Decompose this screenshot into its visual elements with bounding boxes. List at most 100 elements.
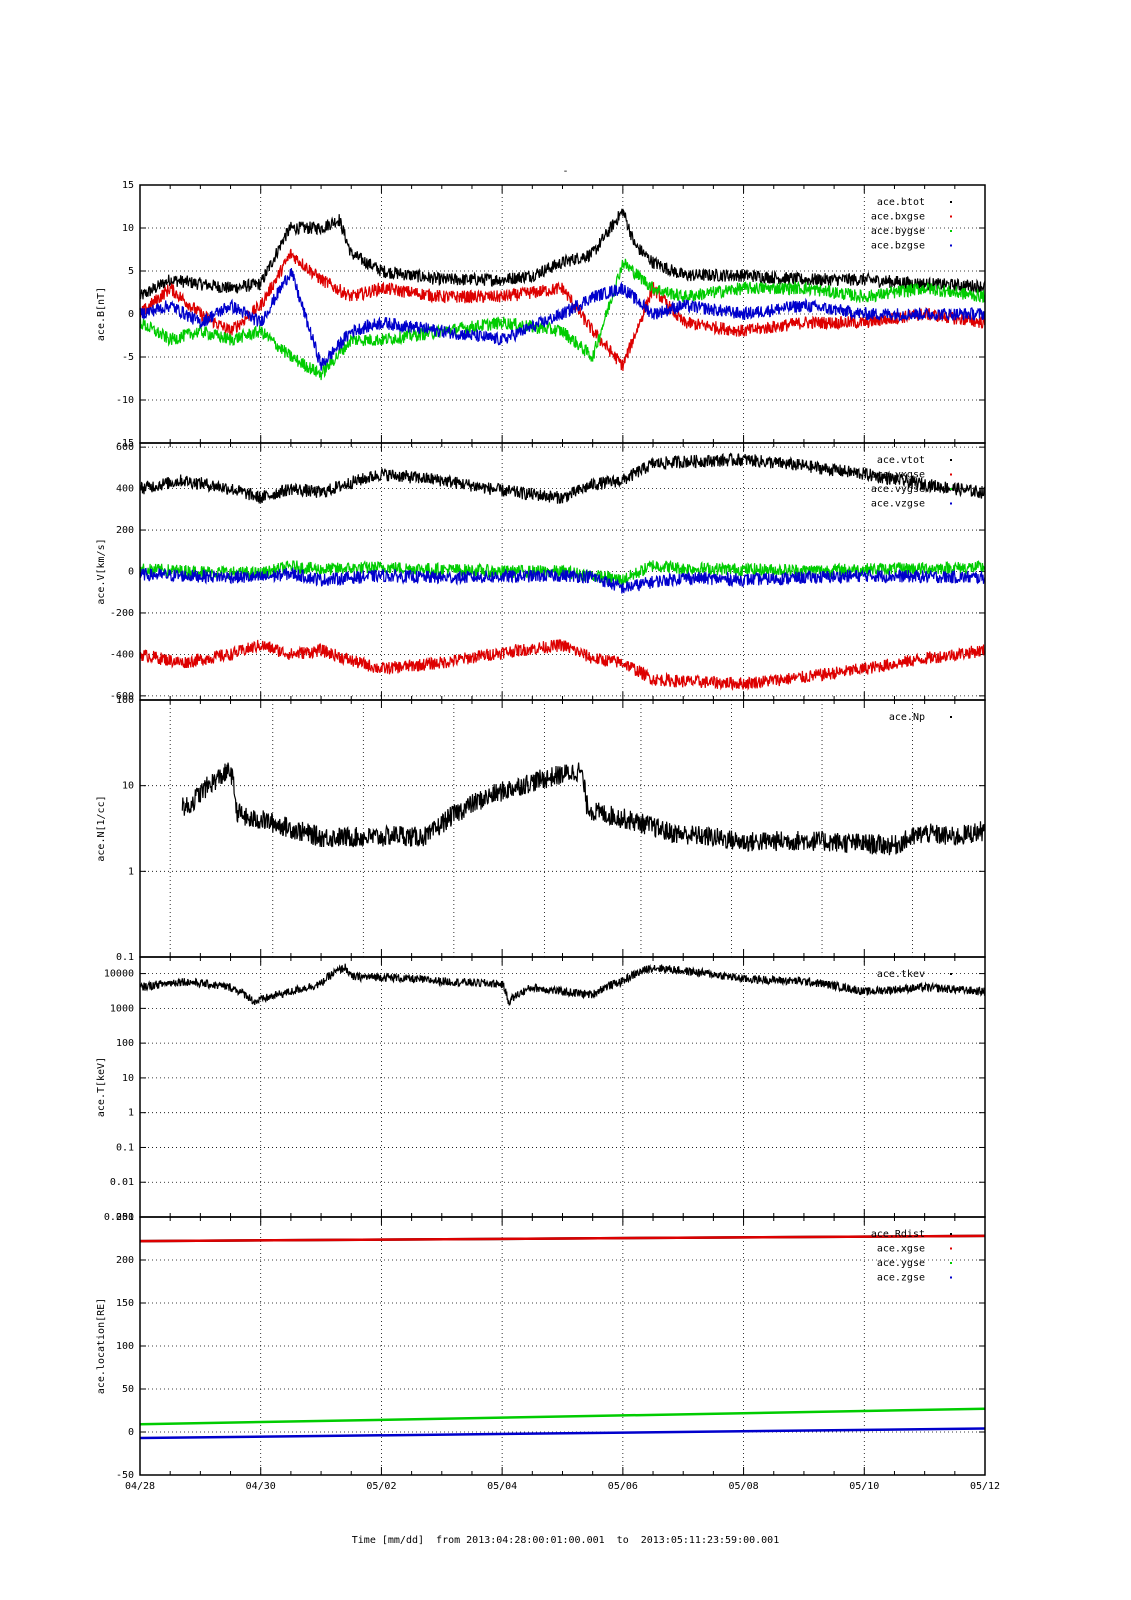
series-ace-btot [139,208,986,300]
legend-label: ace.ygse [877,1258,925,1269]
legend-label: ace.bygse [871,226,925,237]
y-tick-label: -600 [110,691,134,702]
panel-2: 600 400 200 0 -200 -400 -600 ace.V[km/s] ace.vto… [96,442,986,702]
legend-marker [950,1276,952,1279]
legend-marker [950,1262,952,1264]
x-tick-label: 04/28 [125,1481,155,1492]
y-tick-label: -15 [116,438,134,449]
y-tick-label: 150 [116,1298,134,1309]
series-ace-bxgse [139,248,986,371]
y-tick-label: 0.1 [116,952,134,963]
panel-1: 15 10 5 0 -5 -10 -15 ace.B[nT] ace.btot ace.bxgse… [96,180,986,449]
y-tick-label: 10 [122,1073,134,1084]
legend-label: ace.vtot [877,455,925,466]
series-ace-ygse [139,1407,986,1426]
y-tick-label: 5 [128,266,134,277]
legend-marker [950,1247,952,1250]
legend-marker [950,201,952,203]
y-tick-label: -50 [116,1470,134,1481]
series-ace-bygse [139,258,986,381]
y-axis-label: ace.location[RE] [96,1298,107,1394]
chart-title: - [562,166,569,177]
x-tick-label: 05/08 [729,1481,759,1492]
legend-marker [950,473,952,476]
legend-label: ace.vzgse [871,499,925,510]
y-axis-label: ace.V[km/s] [96,538,107,604]
series-trace [139,248,986,371]
y-tick-label: -5 [122,352,134,363]
series-ace-bzgse [139,267,986,371]
x-tick-label: 05/04 [487,1481,517,1492]
legend-label: ace.xgse [877,1244,925,1255]
y-tick-label: 1 [128,1108,134,1119]
series-trace [139,452,986,504]
legend-marker [950,230,952,232]
legend-marker [950,244,952,247]
panel-4: 10000 1000 100 10 1 0.1 0.01 0.001 ace.T[keV] ace… [96,956,986,1223]
series-ace-xgse [139,1234,986,1243]
legend-marker [950,716,952,718]
series-ace-zgse [139,1427,986,1440]
x-tick-label: 05/12 [970,1481,1000,1492]
panel-3: 100 10 1 0.1 ace.N[1/cc] ace.Np [96,695,986,963]
x-tick-label: 05/02 [366,1481,396,1492]
series-line [139,1234,986,1243]
y-tick-label: 0.1 [116,1142,134,1153]
legend-marker [950,488,952,490]
y-tick-label: 100 [116,1341,134,1352]
series-ace-tkev [139,963,986,1006]
series-line [139,1427,986,1440]
legend-marker [950,973,952,975]
y-tick-label: 600 [116,442,134,453]
time-axis-caption: Time [mm/dd] from 2013:04:28:00:01:00.00… [351,1535,780,1546]
y-tick-label: -400 [110,649,134,660]
y-tick-label: 400 [116,484,134,495]
y-tick-label: 0.01 [110,1177,134,1188]
series-trace [139,638,986,692]
series-trace [181,762,986,856]
legend-label: ace.bzgse [871,241,925,252]
y-tick-label: 1000 [110,1003,134,1014]
legend-label: ace.vxgse [871,470,925,481]
legend-label: ace.bxgse [871,212,925,223]
series-ace-vxgse [139,638,986,692]
plot-frame [139,699,986,958]
series-ace-Np [181,762,986,856]
y-tick-label: 10 [122,781,134,792]
y-tick-label: 0.001 [104,1212,134,1223]
series-trace [139,258,986,381]
legend-marker [950,1233,952,1235]
legend-label: ace.tkev [877,969,925,980]
series-ace-vzgse [139,566,986,594]
x-tick-label: 05/06 [608,1481,638,1492]
y-tick-label: -10 [116,395,134,406]
y-axis-label: ace.N[1/cc] [96,795,107,861]
y-tick-label: 100 [116,1038,134,1049]
legend-label: ace.zgse [877,1273,925,1284]
y-tick-label: 15 [122,180,134,191]
series-ace-vtot [139,452,986,504]
y-axis-label: ace.T[keV] [96,1057,107,1117]
legend-label: ace.btot [877,197,925,208]
x-tick-label: 04/30 [246,1481,276,1492]
y-tick-label: 10 [122,223,134,234]
plot-frame [139,1216,986,1476]
y-axis-label: ace.B[nT] [96,287,107,341]
legend-label: ace.Rdist [871,1229,925,1240]
x-tick-label: 05/10 [849,1481,879,1492]
legend-marker [950,502,952,505]
y-tick-label: 250 [116,1212,134,1223]
y-tick-label: 0 [128,1427,134,1438]
y-tick-label: 50 [122,1384,134,1395]
y-tick-label: 100 [116,695,134,706]
series-trace [139,963,986,1006]
series-trace [139,208,986,300]
y-tick-label: 1 [128,866,134,877]
y-tick-label: 0 [128,309,134,320]
legend-marker [950,459,952,461]
legend-label: ace.Np [889,712,925,723]
y-tick-label: 0 [128,567,134,578]
series-trace [139,267,986,371]
y-tick-label: 10000 [104,969,134,980]
